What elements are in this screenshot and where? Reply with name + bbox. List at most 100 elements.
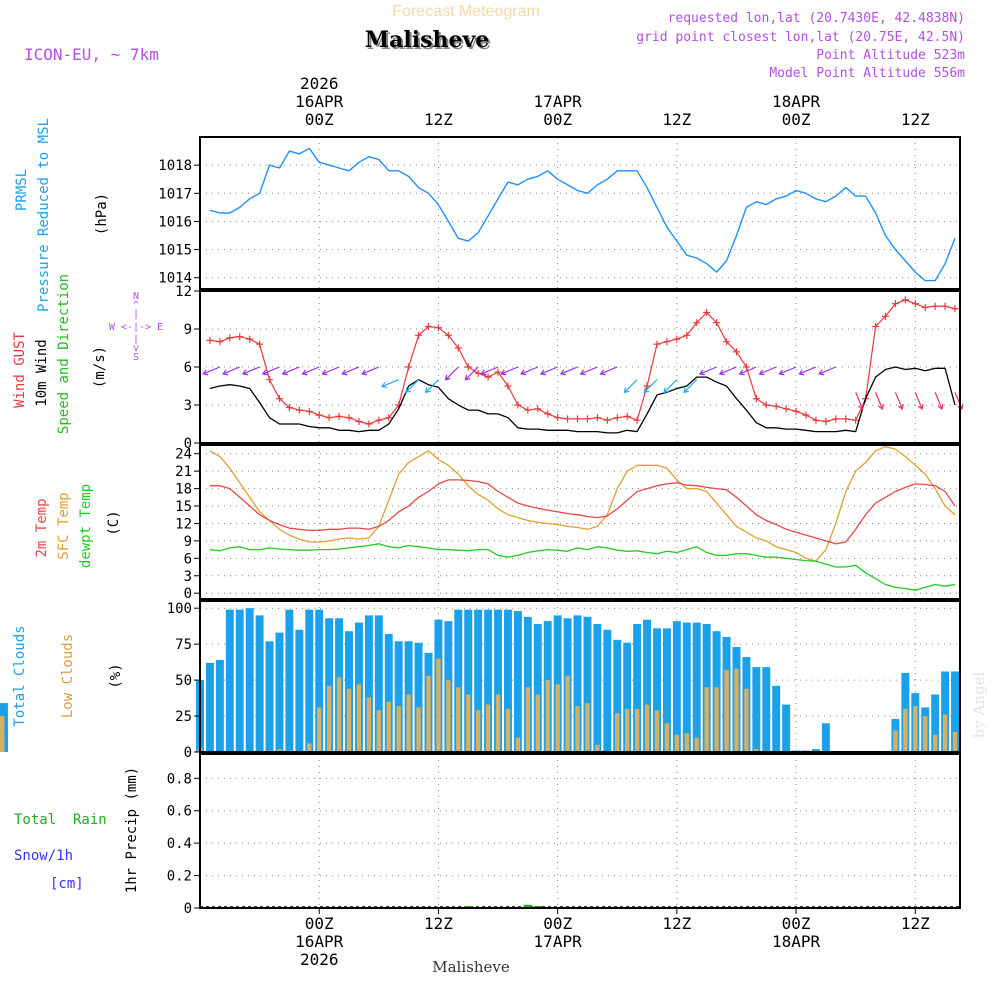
arrow-shaft (560, 366, 578, 375)
wind-direction-arrow (500, 366, 519, 376)
arrow-shaft (381, 379, 399, 388)
panel-frame (199, 444, 961, 600)
arrow-shaft (465, 366, 479, 381)
gust-marker (891, 300, 899, 308)
arrow-head (405, 387, 411, 394)
low-cloud-bar (674, 734, 680, 752)
low-cloud-bar (346, 688, 352, 752)
arrow-shaft (302, 366, 320, 375)
low-cloud-bar (634, 708, 640, 752)
total-cloud-bar (205, 662, 214, 752)
model-label: ICON-EU, ~ 7km (24, 45, 159, 64)
pressure-label: Pressure Reduced to MSL (36, 118, 52, 312)
gust-marker (285, 404, 293, 412)
gust-marker (375, 416, 383, 424)
total-cloud-bar (484, 609, 493, 752)
gust-marker (842, 415, 850, 423)
temp-2m-line (209, 479, 956, 545)
low-cloud-bar (952, 731, 958, 752)
y-tick-label: 0.8 (167, 771, 192, 787)
gust-marker (315, 411, 323, 419)
total-cloud-bar (215, 659, 224, 752)
frame-layer (199, 136, 961, 909)
low-cloud-bar (0, 716, 5, 752)
low-cloud-bar (932, 734, 938, 752)
gust-marker (941, 302, 949, 310)
gust-marker (424, 322, 432, 330)
compass-line: ^ (133, 300, 139, 311)
y-tick-label: 6 (184, 551, 192, 567)
wind-direction-arrow (798, 366, 817, 376)
total-cloud-bar (523, 616, 532, 752)
low-cloud-bar (903, 708, 908, 752)
arrow-shaft (759, 366, 777, 375)
y-tick-label: 0 (184, 586, 192, 602)
y-tick-label: 1018 (158, 158, 192, 174)
wind-label: 10m Wind (34, 339, 50, 406)
arrow-head (579, 369, 586, 376)
wind-direction-arrow (301, 366, 320, 376)
total-cloud-bar (315, 609, 324, 752)
arrow-head (464, 374, 471, 381)
time-label-top: 12Z (662, 110, 691, 129)
low-cloud-bar (525, 687, 531, 752)
wind-speed-line (209, 366, 956, 434)
compass-line: v (133, 343, 139, 354)
total-cloud-bar (633, 624, 642, 752)
total-cloud-bar (653, 628, 661, 752)
sfc-temp-label: SFC Temp (56, 492, 72, 559)
total-cloud-bar (782, 704, 791, 752)
arrow-shaft (934, 392, 943, 410)
gust-marker (673, 335, 681, 343)
wind-direction-arrow (539, 366, 558, 376)
wind-direction-arrow (778, 366, 797, 376)
low-cloud-bar (555, 684, 560, 752)
low-cloud-bar (466, 694, 471, 752)
low-cloud-bar (436, 658, 441, 752)
rain-bar (523, 904, 532, 908)
wind-direction-arrow (683, 379, 698, 394)
wind-direction-arrow (663, 379, 678, 394)
arrow-head (683, 387, 690, 394)
gust-marker (305, 407, 313, 415)
dewpt-line (209, 543, 956, 591)
pressure-unit: (hPa) (94, 193, 110, 235)
gust-marker (524, 406, 532, 414)
product-title: Forecast Meteogram (392, 3, 540, 20)
time-label-bottom: 00Z (305, 914, 334, 933)
arrow-head (643, 387, 650, 394)
total-cloud-bar (245, 608, 254, 752)
low-cloud-bar (376, 710, 382, 752)
wind-direction-arrow (914, 392, 924, 410)
wind-direction-arrow (623, 379, 638, 394)
gust-marker (703, 309, 711, 317)
low-cloud-bar (942, 714, 948, 752)
wind-direction-arrow (202, 366, 221, 376)
arrow-shaft (342, 366, 360, 375)
gust-marker (514, 401, 522, 409)
low-cloud-bar (684, 733, 689, 752)
arrow-head (381, 382, 388, 389)
low-cloud-bar (326, 685, 332, 752)
low-cloud-bar (694, 737, 699, 752)
gust-marker (464, 363, 472, 371)
arrow-head (698, 369, 706, 376)
gust-marker (593, 414, 601, 422)
time-label-bottom: 00Z (543, 914, 572, 933)
temp-unit: (C) (106, 510, 122, 535)
compass-line: S (133, 352, 139, 363)
arrow-shaft (282, 366, 300, 375)
wind-direction-arrow (381, 379, 399, 389)
total-cloud-bar (583, 616, 592, 752)
time-label-top: 00Z (543, 110, 572, 129)
arrow-shaft (203, 366, 221, 375)
gust-marker (544, 410, 552, 418)
wind-direction-arrow (281, 366, 300, 376)
arrow-shaft (262, 366, 280, 375)
gust-marker (504, 382, 512, 390)
compass-line: W <-|-> E (109, 322, 163, 333)
gust-marker (881, 312, 889, 320)
low-cloud-bar (754, 749, 759, 752)
gust-marker (385, 414, 393, 422)
time-label-top: 00Z (782, 110, 811, 129)
